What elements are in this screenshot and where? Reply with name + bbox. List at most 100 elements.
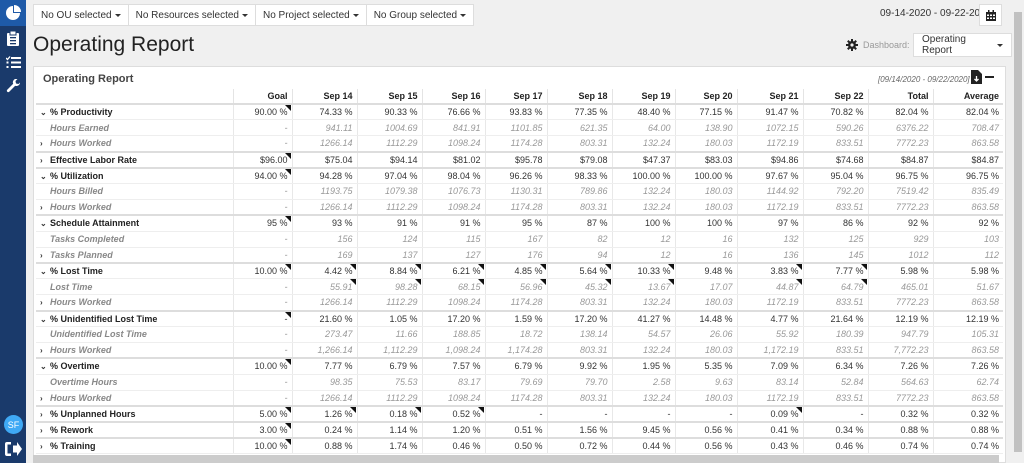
project-filter-dropdown[interactable]: No Project selected — [254, 4, 367, 26]
value-cell: $94.86 — [736, 150, 803, 169]
row-label-cell[interactable]: › Hours Worked — [36, 390, 233, 407]
value-cell: 180.03 — [674, 135, 737, 153]
pie-chart-icon[interactable] — [0, 0, 26, 26]
checklist-icon[interactable] — [0, 50, 26, 74]
row-label-cell[interactable]: › % Rework — [36, 420, 233, 439]
value-cell: 833.51 — [802, 342, 868, 359]
clipboard-icon[interactable] — [0, 26, 26, 50]
chevron-right-icon[interactable]: › — [40, 250, 43, 260]
chevron-down-icon[interactable]: ⌄ — [40, 362, 47, 372]
value-cell: - — [232, 199, 292, 216]
chevron-down-icon[interactable]: ⌄ — [40, 267, 47, 277]
row-label-cell[interactable]: ⌄% Unidentified Lost Time — [36, 309, 233, 327]
value-cell: 590.26 — [802, 119, 868, 137]
row-label-cell[interactable]: › % Unplanned Hours — [36, 404, 233, 423]
value-cell: 5.35 % — [674, 357, 737, 375]
sign-out-icon[interactable] — [5, 442, 22, 456]
chevron-down-icon[interactable]: ⌄ — [40, 314, 47, 324]
chevron-right-icon[interactable]: › — [40, 441, 43, 451]
chevron-right-icon[interactable]: › — [40, 393, 43, 403]
row-label-cell[interactable]: › Hours Worked — [36, 294, 233, 312]
main-area: No OU selected No Resources selected No … — [26, 0, 1012, 463]
row-label: % Productivity — [50, 107, 113, 118]
column-header-metric — [36, 89, 233, 105]
file-export-icon[interactable] — [971, 70, 982, 84]
vertical-scrollbar[interactable] — [1012, 0, 1024, 463]
value-cell: 0.32 % — [932, 404, 1003, 423]
value-cell: 6.79 % — [484, 357, 547, 375]
value-cell: 180.03 — [674, 183, 737, 200]
value-cell: 7772.23 — [867, 199, 933, 216]
value-cell: 97.67 % — [736, 166, 803, 184]
ou-filter-dropdown[interactable]: No OU selected — [33, 4, 129, 26]
value-cell: 0.41 % — [736, 420, 803, 439]
avatar[interactable]: SF — [4, 415, 23, 434]
chevron-down-icon[interactable]: ⌄ — [40, 219, 47, 229]
value-cell: - — [484, 404, 547, 423]
scrollbar-thumb[interactable] — [1014, 12, 1022, 452]
sub-metric-row: › Hours Worked -1266.14 1112.29 1098.24 1174.… — [36, 199, 1003, 216]
row-label-cell[interactable]: › Hours Worked — [36, 342, 233, 359]
value-cell: 1172.19 — [736, 294, 803, 312]
resources-filter-dropdown[interactable]: No Resources selected — [127, 4, 256, 26]
value-cell: 0.88 % — [867, 420, 933, 439]
gear-icon[interactable] — [846, 39, 858, 51]
row-label-cell[interactable]: › % Training — [36, 436, 233, 455]
row-label-cell[interactable]: ⌄ Schedule Attainment — [36, 214, 233, 232]
value-cell: 76.66 % — [421, 103, 485, 121]
chevron-down-icon[interactable]: ⌄ — [40, 171, 47, 181]
chevron-right-icon[interactable]: › — [40, 139, 43, 149]
value-cell: 112 — [932, 247, 1003, 264]
row-label-cell[interactable]: ⌄% Productivity — [36, 103, 233, 121]
row-label-cell[interactable]: › Hours Worked — [36, 199, 233, 216]
collapse-icon[interactable] — [985, 76, 994, 78]
value-cell: 0.09 % — [736, 404, 803, 423]
row-label-cell[interactable]: › Tasks Planned — [36, 247, 233, 264]
value-cell: 132.24 — [611, 183, 675, 200]
value-cell: 4.85 % — [484, 261, 547, 280]
value-cell: 145 — [802, 247, 868, 264]
value-cell: 100.00 % — [611, 166, 675, 184]
operating-report-table: Goal Sep 14 Sep 15 Sep 16 Sep 17 Sep 18 Sep 19… — [36, 89, 1003, 455]
chevron-right-icon[interactable]: › — [40, 155, 43, 165]
calendar-button[interactable] — [979, 4, 1002, 26]
chevron-right-icon[interactable]: › — [40, 346, 43, 356]
chevron-right-icon[interactable]: › — [40, 425, 43, 435]
row-label-cell: Lost Time — [36, 278, 233, 296]
chevron-down-icon[interactable]: ⌄ — [40, 108, 47, 118]
value-cell: $47.37 — [611, 150, 675, 169]
row-label-cell[interactable]: › Hours Worked — [36, 135, 233, 153]
value-cell: 792.20 — [802, 183, 868, 200]
caret-down-icon — [352, 13, 359, 17]
chevron-right-icon[interactable]: › — [40, 409, 43, 419]
value-cell: 465.01 — [867, 278, 933, 296]
value-cell: 9.63 — [674, 374, 737, 391]
row-label-cell[interactable]: ⌄% Lost Time — [36, 261, 233, 280]
value-cell: 1266.14 — [291, 135, 357, 153]
value-cell: 10.00 % — [232, 357, 292, 375]
value-cell: 8.84 % — [356, 261, 422, 280]
value-cell: 1.56 % — [546, 420, 612, 439]
value-cell: 7,772.23 — [867, 342, 933, 359]
value-cell: 180.03 — [674, 294, 737, 312]
value-cell: 803.31 — [546, 294, 612, 312]
row-label-cell[interactable]: › Effective Labor Rate — [36, 150, 233, 169]
dashboard-select[interactable]: Operating Report — [913, 33, 1012, 57]
value-cell: - — [546, 404, 612, 423]
value-cell: 138.14 — [546, 326, 612, 343]
group-filter-dropdown[interactable]: No Group selected — [365, 4, 475, 26]
wrench-icon[interactable] — [0, 74, 26, 98]
value-cell: 7.77 % — [802, 261, 868, 280]
value-cell: 94.28 % — [291, 166, 357, 184]
caret-down-icon — [114, 13, 121, 17]
row-label-cell[interactable]: ⌄% Utilization — [36, 166, 233, 184]
row-label-cell[interactable]: ⌄% Overtime — [36, 357, 233, 375]
value-cell: 127 — [421, 247, 485, 264]
value-cell: 132.24 — [611, 135, 675, 153]
chevron-right-icon[interactable]: › — [40, 203, 43, 213]
chevron-right-icon[interactable]: › — [40, 298, 43, 308]
value-cell: 7772.23 — [867, 135, 933, 153]
value-cell: 64.79 — [802, 278, 868, 296]
horizontal-scrollbar[interactable] — [33, 455, 999, 463]
value-cell: 56.96 — [484, 278, 547, 296]
